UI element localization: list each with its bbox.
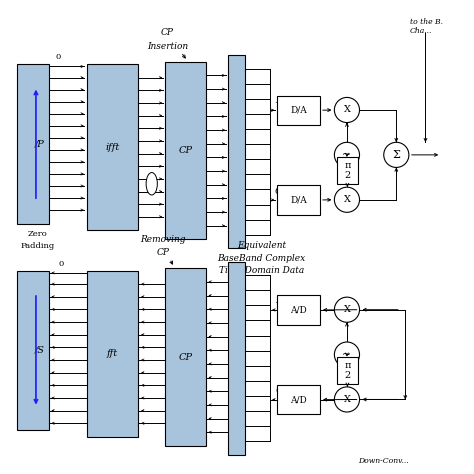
- Ellipse shape: [146, 173, 157, 195]
- Text: Cha...: Cha...: [410, 27, 432, 35]
- Circle shape: [334, 142, 359, 167]
- Bar: [17, 271, 48, 430]
- Circle shape: [334, 387, 359, 412]
- Circle shape: [334, 98, 359, 123]
- Text: I: I: [275, 96, 278, 105]
- Bar: [87, 271, 138, 437]
- Text: Insertion: Insertion: [147, 42, 188, 51]
- Bar: [228, 262, 245, 455]
- Text: π
2: π 2: [344, 361, 351, 380]
- Bar: [337, 357, 358, 384]
- Bar: [337, 157, 358, 184]
- Text: X: X: [344, 395, 350, 404]
- Text: X: X: [344, 106, 350, 115]
- Bar: [17, 64, 48, 224]
- Text: /P: /P: [35, 139, 45, 148]
- Text: CP: CP: [156, 248, 169, 257]
- Bar: [277, 185, 320, 215]
- Text: Time Domain Data: Time Domain Data: [219, 266, 304, 275]
- Text: ifft: ifft: [105, 143, 119, 152]
- Text: A/D: A/D: [291, 395, 307, 404]
- Bar: [228, 55, 245, 248]
- Text: ~: ~: [342, 150, 352, 160]
- Text: 0: 0: [56, 53, 61, 61]
- Circle shape: [384, 142, 409, 167]
- Text: Q: Q: [275, 186, 282, 195]
- Text: π
2: π 2: [344, 161, 351, 180]
- Text: Σ: Σ: [392, 150, 400, 160]
- Text: ~: ~: [342, 350, 352, 360]
- Circle shape: [334, 187, 359, 212]
- Text: CP: CP: [161, 28, 174, 37]
- Text: Removing: Removing: [140, 235, 186, 244]
- Bar: [277, 295, 320, 325]
- Bar: [165, 62, 206, 239]
- Text: fft: fft: [107, 349, 118, 358]
- Text: CP: CP: [178, 146, 192, 155]
- Text: I: I: [275, 296, 279, 304]
- Text: Q: Q: [275, 385, 283, 394]
- Text: X: X: [344, 195, 350, 204]
- Text: BaseBand Complex: BaseBand Complex: [217, 254, 305, 263]
- Text: D/A: D/A: [291, 195, 307, 204]
- Text: A/D: A/D: [291, 305, 307, 314]
- Text: to the B.: to the B.: [410, 18, 443, 26]
- Bar: [87, 64, 138, 230]
- Bar: [277, 96, 320, 125]
- Text: CP: CP: [178, 353, 192, 362]
- Bar: [165, 268, 206, 446]
- Text: Down-Conv...: Down-Conv...: [358, 457, 409, 465]
- Text: D/A: D/A: [291, 106, 307, 115]
- Text: 0: 0: [58, 260, 64, 267]
- Circle shape: [334, 342, 359, 367]
- Bar: [277, 385, 320, 414]
- Text: Zero: Zero: [27, 230, 47, 238]
- Text: X: X: [344, 305, 350, 314]
- Text: /S: /S: [35, 346, 45, 355]
- Text: Equivalent: Equivalent: [237, 241, 286, 250]
- Text: Padding: Padding: [20, 242, 55, 250]
- Circle shape: [334, 297, 359, 322]
